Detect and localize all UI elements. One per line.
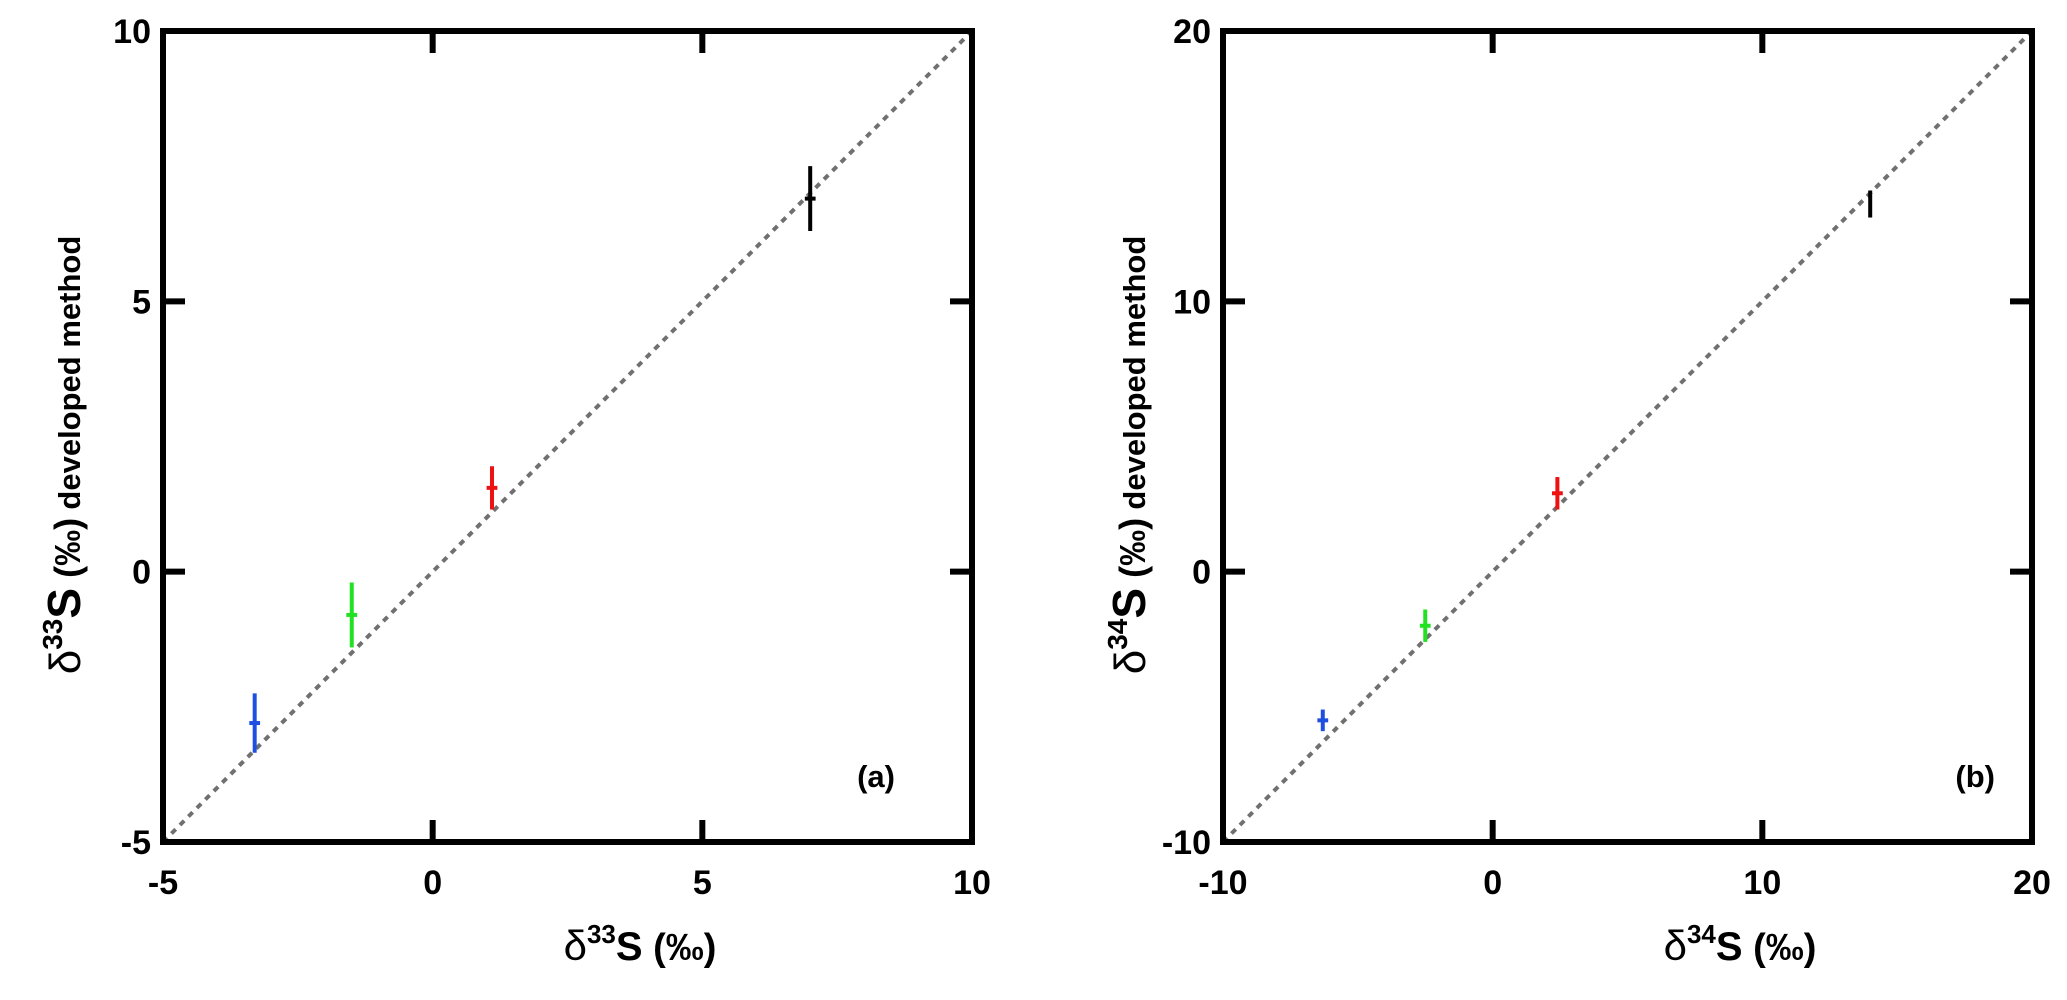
data-point [1419,609,1431,642]
x-tick-label: 0 [1483,864,1502,902]
y-tick-label: -10 [1162,824,1211,862]
tick-marks [1220,28,2035,845]
identity-line [161,29,974,844]
x-tick-labels: -5 0 5 10 [148,864,991,902]
data-point [486,466,498,510]
panel-label: (b) [1955,759,1995,794]
y-tick-label: 5 [132,283,151,321]
reference-line [1221,29,2034,844]
x-tick-label: 10 [953,864,991,902]
x-axis-label: δ33S (‰) [564,919,717,969]
data-point [1868,190,1873,218]
y-tick-label: -5 [121,824,151,862]
data-points [249,166,816,753]
panel-b: -10 0 10 20 -10 0 10 20 (b) δ34S (‰) δ34… [1102,13,2051,969]
panel-label: (a) [857,759,895,794]
y-axis-label: δ33S (‰) developed method [37,236,90,675]
data-point [1551,477,1563,510]
plot-frame [160,28,975,845]
plot-frame [1220,28,2035,845]
identity-line [1221,29,2034,844]
x-tick-label: 0 [423,864,442,902]
x-tick-label: -10 [1198,864,1247,902]
data-point [346,582,358,648]
tick-marks [160,28,975,845]
panel-a: -5 0 5 10 -5 0 5 10 (a) δ33S (‰) δ33S (‰… [37,13,991,969]
x-tick-label: 5 [693,864,712,902]
x-axis-label: δ34S (‰) [1664,919,1817,969]
x-tick-labels: -10 0 10 20 [1198,864,2050,902]
y-tick-label: 0 [1192,554,1211,592]
x-tick-label: 10 [1743,864,1781,902]
y-axis-label: δ34S (‰) developed method [1102,236,1155,675]
data-point [1317,709,1329,732]
y-tick-label: 20 [1173,13,1211,51]
data-point [804,166,816,232]
data-points [1317,190,1873,732]
y-tick-label: 10 [113,13,151,51]
x-tick-label: 20 [2013,864,2051,902]
y-tick-label: 0 [132,554,151,592]
x-tick-label: -5 [148,864,178,902]
data-point [249,693,261,753]
y-tick-labels: -10 0 10 20 [1162,13,1211,862]
reference-line [161,29,974,844]
y-tick-label: 10 [1173,283,1211,321]
y-tick-labels: -5 0 5 10 [113,13,151,862]
